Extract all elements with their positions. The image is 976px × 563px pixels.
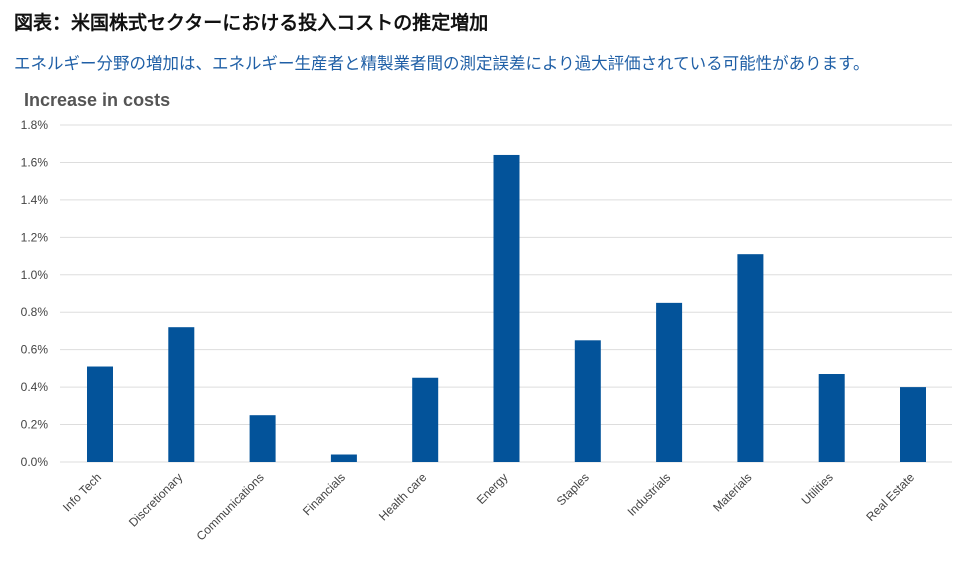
y-tick-label: 0.0% [21,455,49,469]
x-tick-label: Energy [474,470,511,507]
x-tick-label: Utilities [799,470,836,507]
bar-discretionary [168,327,195,462]
bar-staples [574,340,601,462]
x-tick-label: Health care [376,470,430,524]
bar-info-tech [87,366,113,462]
x-tick-label: Financials [300,470,348,518]
y-axis-ticks: 0.0% 0.2% 0.4% 0.6% 0.8% 1.0% 1.2% 1.4% 1.6% 1.8% [21,118,49,469]
y-tick-label: 0.6% [21,343,49,357]
bar-materials [737,254,764,462]
bar-utilities [818,374,845,462]
bar-financials [330,454,357,462]
y-tick-label: 0.2% [21,418,49,432]
bar-real-estate [900,387,926,462]
x-tick-label: Communications [194,470,267,543]
bar-health-care [412,377,439,462]
y-tick-label: 1.8% [21,118,49,132]
y-tick-label: 1.6% [21,155,49,169]
x-tick-label: Staples [554,470,592,508]
bars [87,154,926,462]
figure-subtitle: エネルギー分野の増加は、エネルギー生産者と精製業者間の測定誤差により過大評価され… [14,54,870,73]
x-tick-label: Real Estate [863,470,917,524]
chart-title: Increase in costs [24,90,170,110]
y-tick-label: 0.4% [21,380,49,394]
bar-communications [249,415,276,462]
y-tick-label: 1.0% [21,268,49,282]
x-tick-label: Discretionary [126,470,185,529]
x-tick-label: Info Tech [60,470,104,514]
y-tick-label: 1.4% [21,193,49,207]
bar-industrials [656,302,683,462]
figure-title: 図表：米国株式セクターにおける投入コストの推定増加 [14,12,489,34]
bar-energy [493,154,520,462]
x-tick-label: Industrials [625,470,674,519]
x-tick-label: Materials [710,470,754,514]
x-axis-ticks: Info Tech Discretionary Communications Fina… [60,470,917,543]
y-tick-label: 0.8% [21,305,49,319]
y-tick-label: 1.2% [21,230,49,244]
